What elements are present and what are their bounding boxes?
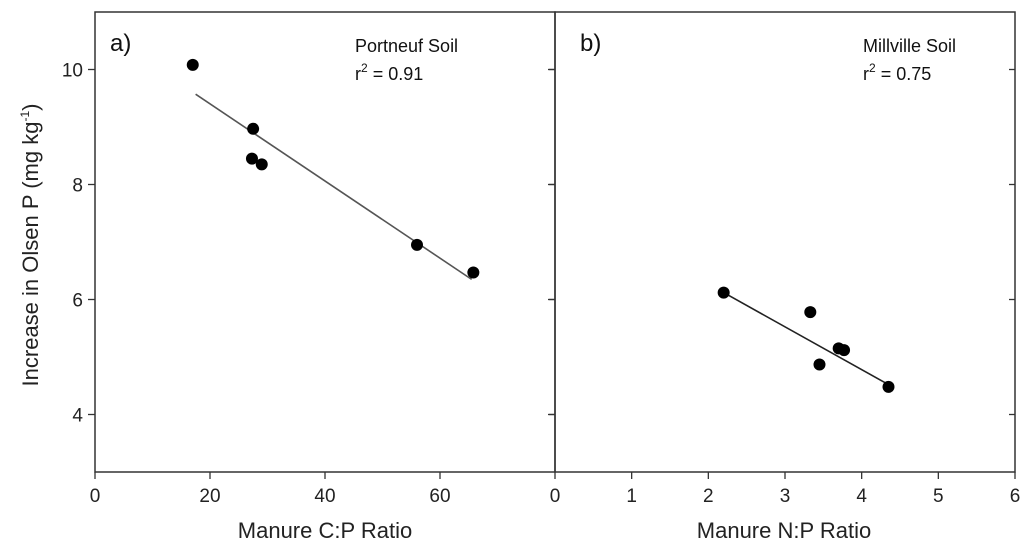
panel-b-x-tick-label: 0 (550, 486, 561, 507)
panel-a-ticks: 0 20 40 60 4 6 8 10 (62, 61, 555, 507)
panel-b-data-point (813, 358, 826, 371)
panel-a-data-point (245, 152, 258, 165)
panel-b-label: b) (580, 30, 601, 57)
panel-a-x-axis-title: Manure C:P Ratio (238, 518, 412, 543)
panel-b-x-tick-label: 4 (856, 486, 867, 507)
panel-b-r2-value: = 0.75 (876, 64, 932, 84)
panel-b-x-tick-label: 3 (780, 486, 791, 507)
panel-a-soil-label: Portneuf Soil (355, 36, 458, 56)
panel-b-data-point (838, 344, 851, 357)
panel-b-fit-line (723, 291, 889, 386)
panel-b-data-point (717, 286, 730, 299)
panel-b-r2-exp: 2 (869, 61, 876, 75)
panel-a-x-tick-label: 20 (199, 486, 220, 507)
panel-a-frame (94, 11, 556, 473)
panel-b-x-tick-label: 1 (626, 486, 637, 507)
panel-b-ticks: 0 1 2 3 4 5 6 (548, 68, 1020, 507)
panel-a-data-point (467, 266, 480, 279)
panel-a-r2-exp: 2 (361, 61, 368, 75)
y-tick-label: 10 (62, 61, 83, 82)
y-tick-label: 6 (72, 291, 83, 312)
panel-a-r2: r2 = 0.91 (355, 61, 423, 84)
panel-b-x-tick-label: 2 (703, 486, 714, 507)
panel-b-data-point (882, 380, 895, 393)
panel-a-r2-prefix: r (355, 64, 361, 84)
panel-a-x-tick-label: 60 (429, 486, 450, 507)
panel-b-data-point (804, 306, 817, 319)
panel-a-data-point (411, 238, 423, 251)
panel-b-r2: r2 = 0.75 (863, 61, 931, 84)
panel-b-points (717, 286, 895, 393)
y-axis-title-exp: -1 (18, 111, 32, 122)
panel-a-points (186, 58, 480, 279)
panel-b-soil-label: Millville Soil (863, 36, 956, 56)
panel-a-r2-value: = 0.91 (368, 64, 424, 84)
panel-a-fit-line (195, 93, 473, 281)
panel-a-data-point (186, 58, 199, 71)
y-tick-label: 4 (72, 406, 83, 427)
y-axis-title: Increase in Olsen P (mg kg-1) (18, 104, 43, 387)
y-tick-label: 8 (72, 176, 83, 197)
panel-a-label: a) (110, 30, 131, 57)
panel-a-x-tick-label: 40 (314, 486, 335, 507)
panel-b-x-tick-label: 6 (1010, 486, 1020, 507)
panel-b-x-axis-title: Manure N:P Ratio (697, 518, 871, 543)
panel-b-r2-prefix: r (863, 64, 869, 84)
panel-b-frame (554, 11, 1016, 473)
panel-a-data-point (255, 158, 268, 171)
panel-b-x-tick-label: 5 (933, 486, 944, 507)
y-axis-title-close: ) (18, 104, 43, 111)
panel-a-x-tick-label: 0 (90, 486, 101, 507)
panel-a-data-point (247, 122, 260, 135)
y-axis-title-main: Increase in Olsen P (mg kg (18, 122, 43, 387)
